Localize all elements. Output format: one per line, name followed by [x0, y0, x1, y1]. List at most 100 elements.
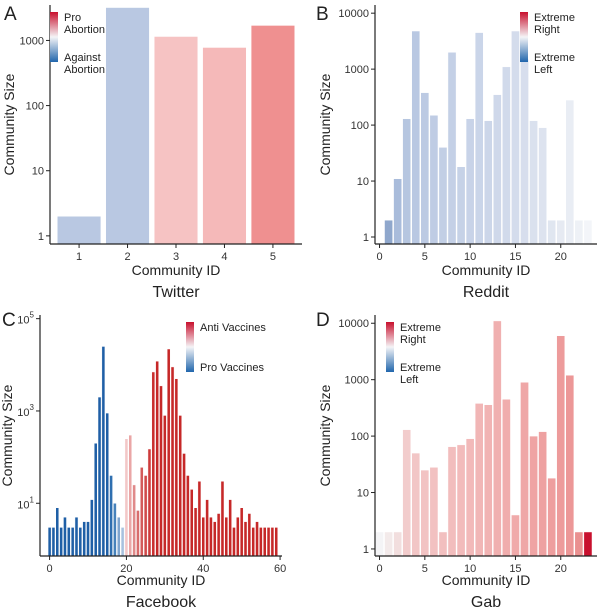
x-tick-label: 5: [270, 251, 276, 263]
bar-18: [116, 516, 121, 557]
bar-17: [529, 120, 538, 245]
y-tick-label: 10: [357, 176, 369, 188]
bar-45: [220, 480, 225, 557]
legend-high-label: Extreme Right: [400, 322, 441, 346]
bar-2: [393, 531, 402, 557]
bar-3: [153, 36, 199, 245]
bar-0: [375, 531, 384, 557]
bar-37: [189, 489, 194, 557]
legend-colorbar: [520, 12, 528, 62]
bar-6: [429, 114, 439, 245]
panel-caption: Twitter: [152, 284, 200, 301]
bar-54: [255, 521, 259, 557]
x-axis-label: Community ID: [442, 262, 531, 278]
bar-9: [82, 521, 86, 557]
bar-10: [465, 118, 475, 245]
bar-19: [547, 219, 557, 245]
y-tick-label: 1: [363, 544, 369, 556]
bar-27: [151, 371, 156, 557]
bar-12: [483, 404, 493, 557]
bar-11: [90, 499, 94, 557]
bar-35: [182, 453, 186, 557]
bar-5: [420, 469, 430, 557]
x-tick-label: 0: [47, 563, 53, 575]
bar-33: [174, 378, 179, 557]
panel-letter: A: [4, 4, 17, 25]
bar-7: [74, 516, 79, 557]
bar-41: [205, 499, 209, 557]
bar-19: [120, 527, 125, 557]
bar-13: [97, 396, 102, 557]
x-tick-label: 40: [197, 563, 209, 575]
panel-c: 101 103 105 0 20 40 60 Community ID Community Si…: [0, 310, 286, 611]
bar-23: [583, 219, 593, 245]
bar-8: [447, 446, 457, 557]
bar-23: [583, 531, 593, 557]
y-tick-label: 100: [351, 431, 369, 443]
x-tick-label: 20: [555, 251, 567, 263]
bar-23: [136, 510, 140, 557]
bar-22: [574, 531, 584, 557]
legend: Extreme Right Extreme Left: [520, 12, 575, 76]
bar-40: [201, 516, 206, 557]
x-tick-label: 3: [173, 251, 179, 263]
x-tick-label: 10: [464, 563, 476, 575]
bar-26: [147, 448, 152, 557]
bar-47: [228, 499, 232, 557]
y-tick-label: 10: [357, 488, 369, 500]
panel-caption: Facebook: [126, 594, 197, 611]
bar-5: [250, 25, 295, 245]
bar-55: [259, 527, 263, 557]
bar-19: [547, 477, 557, 557]
bar-4: [411, 30, 421, 245]
bar-10: [465, 438, 475, 557]
bar-3: [59, 527, 63, 557]
bar-50: [239, 507, 244, 557]
bar-25: [143, 475, 148, 557]
bar-48: [232, 527, 236, 557]
bar-12: [93, 442, 98, 557]
bar-16: [109, 475, 113, 557]
bar-39: [197, 480, 202, 557]
bar-20: [124, 438, 129, 557]
panel-b: 1 10 100 1000 10000 0 5 10 15 20 Community ID Commu…: [316, 4, 597, 301]
bar-20: [556, 219, 566, 245]
y-tick-label: 1000: [345, 64, 369, 76]
y-tick-label: 100: [351, 120, 369, 132]
bar-32: [170, 366, 175, 557]
bar-59: [274, 527, 279, 557]
bar-52: [247, 513, 252, 557]
bar-5: [67, 527, 71, 557]
y-axis-label: Community Size: [0, 384, 15, 486]
legend: Extreme Right Extreme Left: [386, 322, 441, 386]
bar-1: [51, 527, 56, 557]
bar-18: [538, 127, 547, 245]
legend-high-label: Pro Abortion: [64, 12, 105, 36]
bar-17: [113, 503, 117, 557]
bar-9: [456, 444, 466, 557]
bar-3: [402, 429, 412, 557]
bar-2: [55, 507, 60, 557]
x-axis-label: Community ID: [132, 262, 221, 278]
bar-21: [128, 434, 133, 557]
x-axis-label: Community ID: [117, 572, 206, 588]
bar-21: [565, 99, 575, 245]
bar-44: [216, 513, 221, 557]
bar-57: [266, 527, 271, 557]
bar-31: [166, 348, 171, 557]
x-tick-label: 10: [464, 251, 476, 263]
y-tick-label: 1: [38, 231, 44, 243]
y-tick-label: 10000: [338, 318, 369, 330]
x-tick-label: 15: [509, 563, 521, 575]
x-tick-label: 2: [124, 251, 130, 263]
bar-7: [438, 147, 448, 245]
bar-15: [105, 412, 110, 557]
bar-4: [202, 47, 247, 245]
bar-28: [155, 360, 159, 557]
panel-letter: C: [2, 310, 16, 331]
y-tick-label: 1: [363, 232, 369, 244]
y-tick-label: 103: [17, 403, 34, 419]
bar-17: [529, 435, 538, 557]
legend-colorbar: [386, 322, 394, 372]
bar-49: [236, 516, 240, 557]
